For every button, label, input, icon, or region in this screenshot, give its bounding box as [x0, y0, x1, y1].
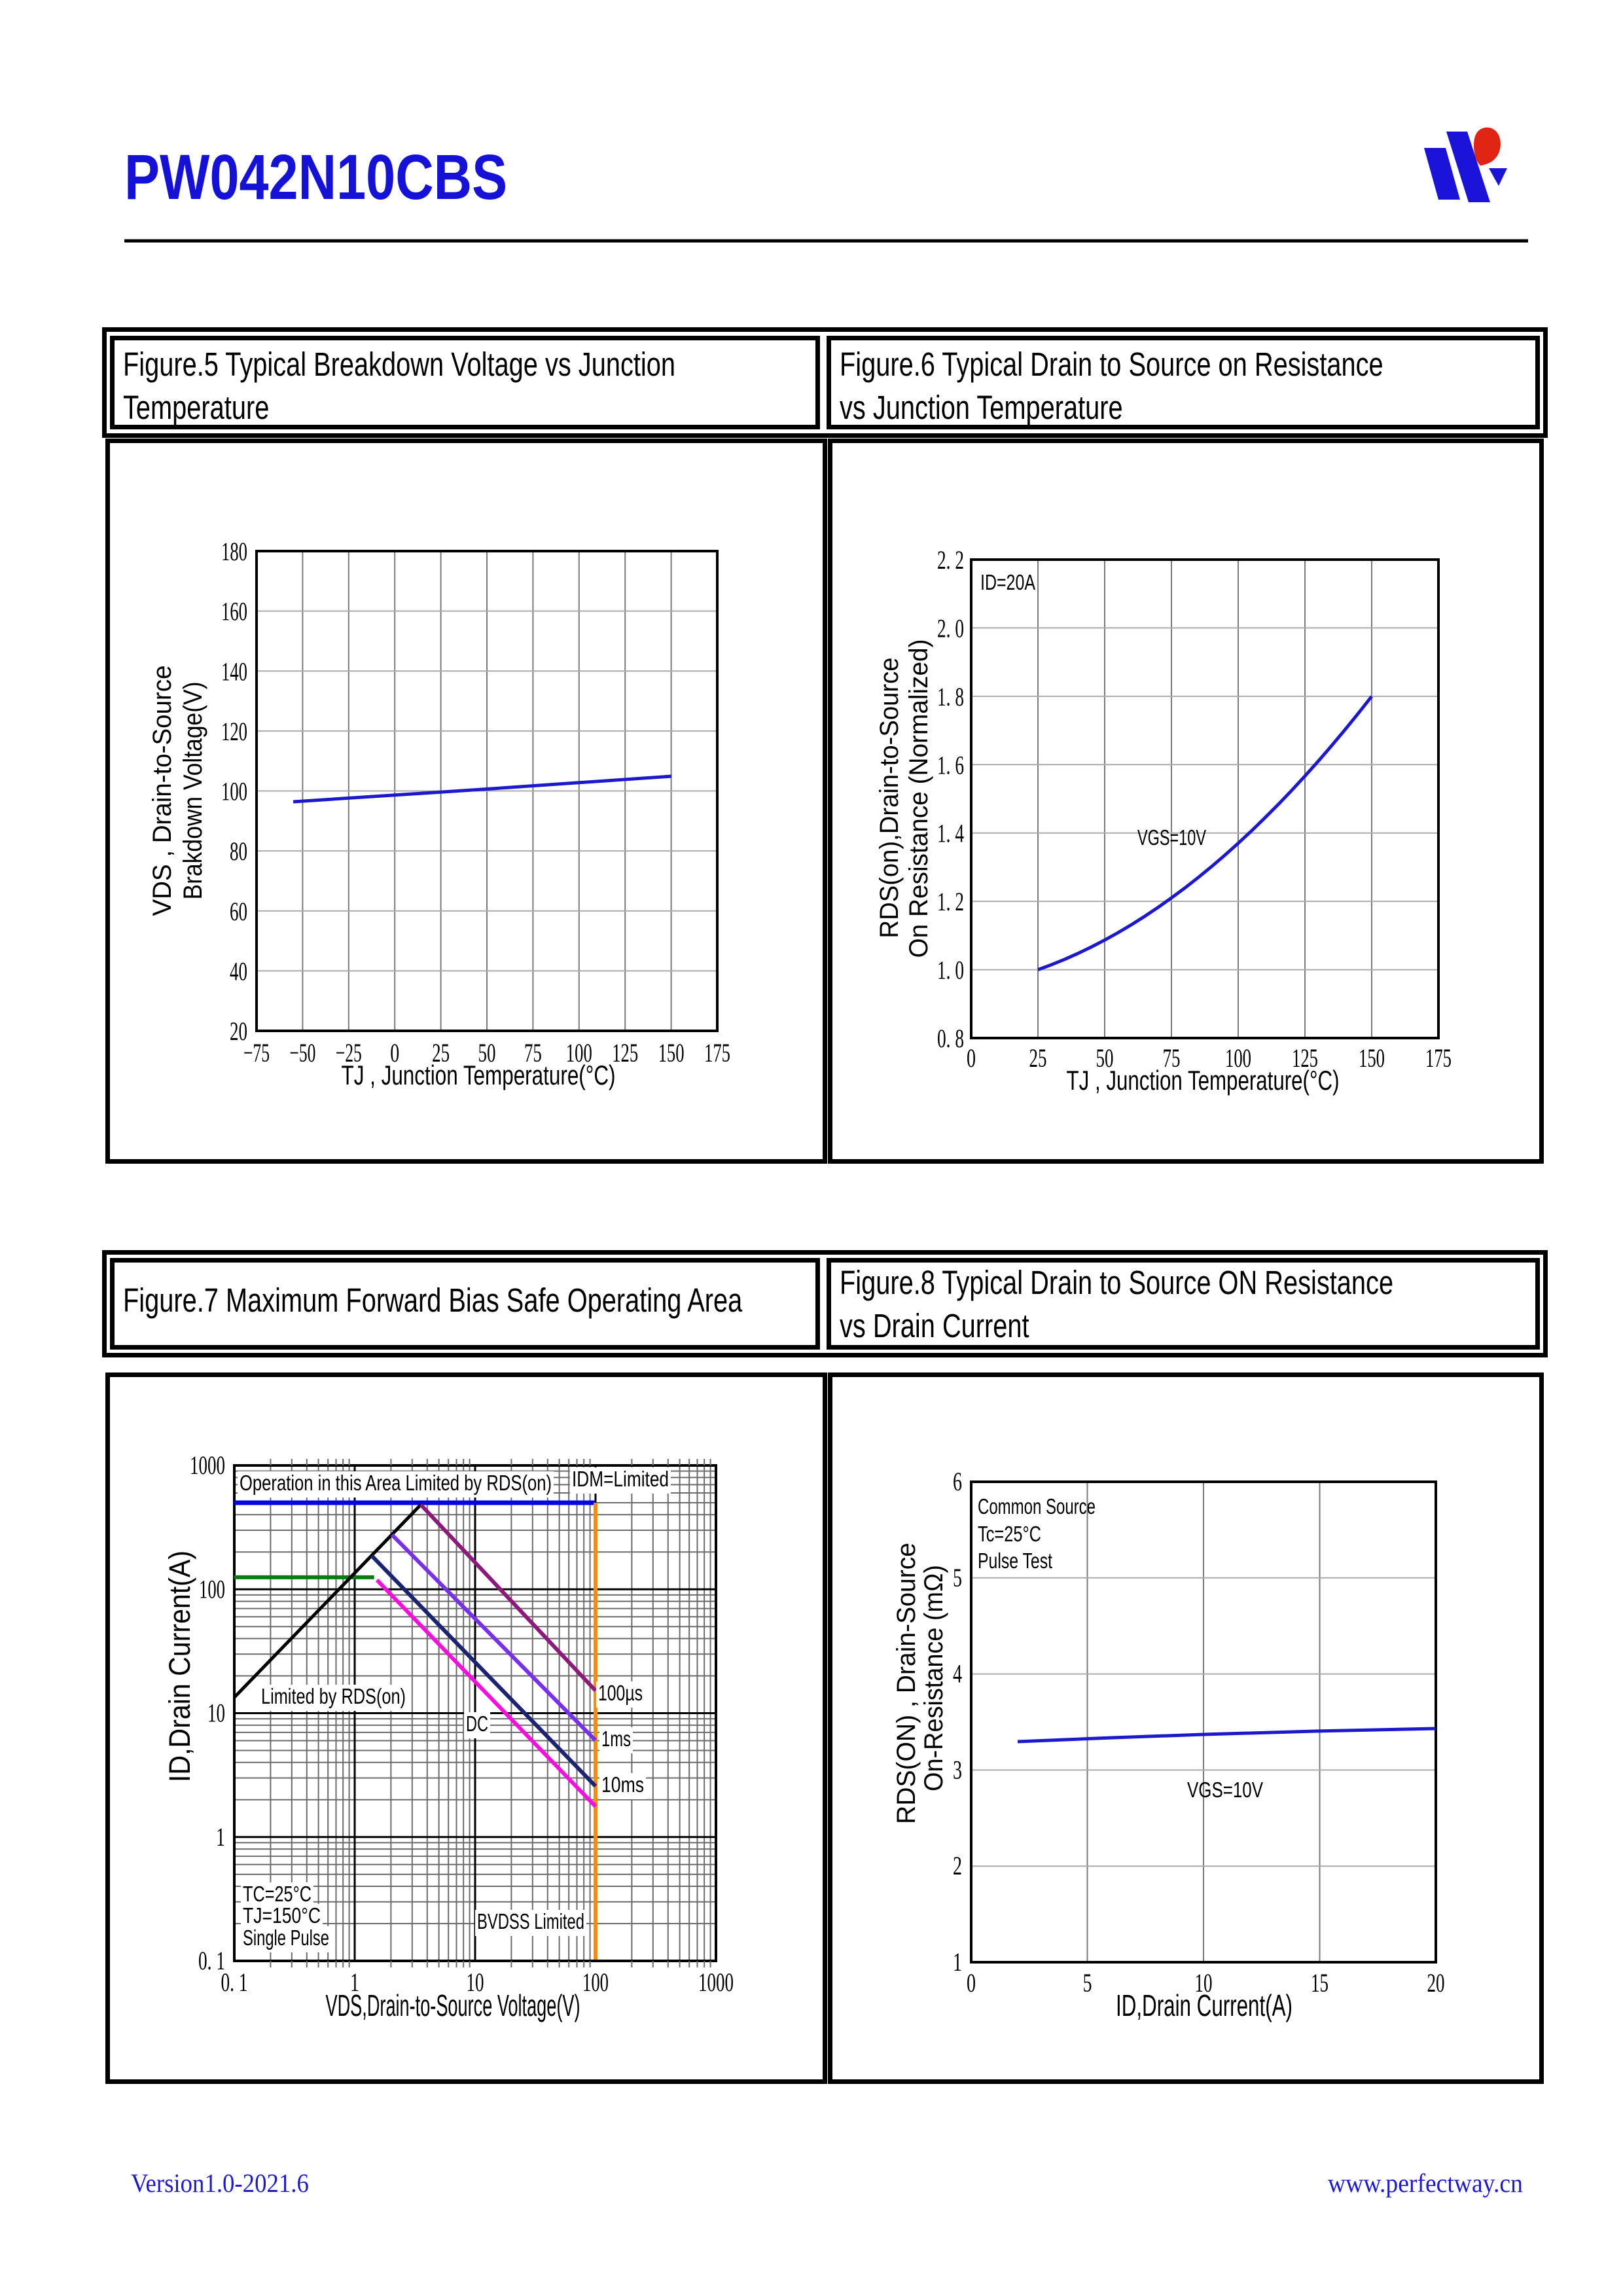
svg-text:−75: −75 [243, 1038, 270, 1067]
svg-text:75: 75 [524, 1038, 542, 1067]
svg-text:25: 25 [432, 1038, 450, 1067]
svg-text:1. 6: 1. 6 [937, 750, 964, 780]
svg-text:VDS , Drain-to-Source: VDS , Drain-to-Source [148, 666, 177, 916]
svg-text:10: 10 [467, 1967, 484, 1997]
svg-text:5: 5 [1083, 1968, 1092, 1998]
svg-text:Limited by RDS(on): Limited by RDS(on) [261, 1684, 406, 1708]
svg-text:ID=20A: ID=20A [980, 570, 1035, 594]
svg-text:100: 100 [199, 1574, 225, 1604]
svg-text:10: 10 [1195, 1968, 1213, 1998]
svg-text:4: 4 [953, 1659, 962, 1689]
svg-text:1ms: 1ms [601, 1727, 631, 1751]
svg-text:1. 2: 1. 2 [937, 887, 964, 916]
svg-text:1: 1 [350, 1967, 359, 1997]
svg-text:IDM=Limited: IDM=Limited [572, 1467, 669, 1491]
svg-text:Pulse Test: Pulse Test [978, 1549, 1052, 1573]
svg-text:25: 25 [1029, 1043, 1047, 1073]
svg-text:Tc=25°C: Tc=25°C [978, 1522, 1041, 1546]
svg-text:140: 140 [221, 656, 247, 686]
svg-text:2: 2 [953, 1851, 962, 1880]
svg-text:ID,Drain Current(A): ID,Drain Current(A) [163, 1551, 196, 1782]
svg-text:On-Resistance (mΩ): On-Resistance (mΩ) [919, 1565, 948, 1791]
svg-text:RDS(on),Drain-to-Source: RDS(on),Drain-to-Source [875, 658, 904, 939]
svg-text:6: 6 [953, 1467, 962, 1496]
svg-text:Operation in this Area Limited: Operation in this Area Limited by RDS(on… [240, 1471, 552, 1495]
svg-text:100: 100 [1225, 1043, 1251, 1073]
svg-text:1. 4: 1. 4 [937, 819, 964, 848]
svg-text:−50: −50 [289, 1038, 315, 1067]
svg-text:1. 8: 1. 8 [937, 682, 964, 711]
svg-text:125: 125 [612, 1038, 638, 1067]
svg-text:TJ , Junction Temperature(°C): TJ , Junction Temperature(°C) [342, 1060, 616, 1090]
svg-text:Common Source: Common Source [978, 1494, 1096, 1518]
svg-text:120: 120 [221, 717, 247, 746]
svg-text:100: 100 [221, 777, 247, 806]
svg-text:2. 2: 2. 2 [937, 545, 964, 575]
svg-text:TC=25°C: TC=25°C [243, 1882, 312, 1906]
svg-text:1000: 1000 [698, 1967, 734, 1997]
svg-text:75: 75 [1163, 1043, 1181, 1073]
svg-text:40: 40 [230, 956, 247, 986]
svg-text:0. 1: 0. 1 [221, 1967, 248, 1997]
svg-text:125: 125 [1292, 1043, 1318, 1073]
svg-text:1: 1 [216, 1822, 225, 1852]
svg-text:15: 15 [1311, 1968, 1329, 1998]
svg-text:VDS,Drain-to-Source Voltage(V): VDS,Drain-to-Source Voltage(V) [326, 1988, 580, 2022]
svg-text:100µs: 100µs [598, 1681, 643, 1705]
svg-text:20: 20 [1427, 1968, 1445, 1998]
svg-text:150: 150 [658, 1038, 685, 1067]
svg-text:80: 80 [230, 836, 247, 866]
svg-text:ID,Drain Current(A): ID,Drain Current(A) [1116, 1988, 1293, 2022]
svg-text:50: 50 [478, 1038, 496, 1067]
svg-text:150: 150 [1359, 1043, 1385, 1073]
svg-text:60: 60 [230, 897, 247, 926]
svg-text:−25: −25 [336, 1038, 362, 1067]
svg-text:10ms: 10ms [601, 1772, 644, 1797]
svg-text:10: 10 [207, 1698, 225, 1728]
svg-text:1. 0: 1. 0 [937, 956, 964, 985]
svg-text:1: 1 [953, 1947, 962, 1977]
svg-text:175: 175 [704, 1038, 730, 1067]
svg-text:50: 50 [1096, 1043, 1114, 1073]
svg-text:TJ , Junction Temperature(°C): TJ , Junction Temperature(°C) [1067, 1065, 1340, 1096]
svg-text:Brakdown Voltage(V): Brakdown Voltage(V) [179, 682, 207, 900]
svg-text:2. 0: 2. 0 [937, 613, 964, 643]
svg-text:0. 8: 0. 8 [937, 1024, 964, 1053]
svg-text:100: 100 [566, 1038, 592, 1067]
svg-text:5: 5 [953, 1563, 962, 1592]
svg-text:TJ=150°C: TJ=150°C [243, 1903, 321, 1928]
svg-text:0. 1: 0. 1 [198, 1946, 225, 1975]
svg-text:BVDSS Limited: BVDSS Limited [477, 1909, 584, 1933]
svg-text:1000: 1000 [190, 1450, 225, 1480]
svg-text:160: 160 [221, 597, 247, 626]
svg-text:0: 0 [390, 1038, 399, 1067]
svg-text:0: 0 [967, 1043, 976, 1073]
svg-text:RDS(ON) , Drain-Source: RDS(ON) , Drain-Source [892, 1543, 921, 1824]
svg-text:100: 100 [582, 1967, 609, 1997]
svg-text:175: 175 [1425, 1043, 1452, 1073]
svg-text:VGS=10V: VGS=10V [1137, 825, 1206, 850]
svg-text:VGS=10V: VGS=10V [1187, 1778, 1263, 1802]
svg-text:0: 0 [967, 1968, 976, 1998]
svg-text:20: 20 [230, 1016, 247, 1046]
svg-text:DC: DC [466, 1712, 488, 1736]
svg-text:180: 180 [221, 537, 247, 566]
svg-text:On Resistance (Normalized): On Resistance (Normalized) [904, 639, 933, 958]
svg-text:Single Pulse: Single Pulse [243, 1926, 329, 1950]
svg-text:3: 3 [953, 1755, 962, 1784]
